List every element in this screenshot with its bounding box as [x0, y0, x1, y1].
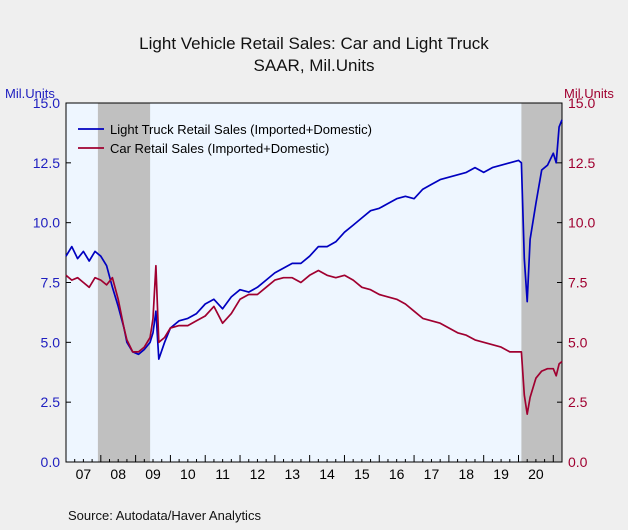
source-note: Source: Autodata/Haver Analytics [68, 508, 261, 523]
left-tick-label: 15.0 [33, 95, 60, 111]
x-tick-label: 13 [284, 466, 300, 482]
right-tick-label: 0.0 [568, 454, 588, 470]
right-axis-label: Mil.Units [564, 86, 614, 101]
x-tick-label: 08 [110, 466, 126, 482]
right-tick-label: 15.0 [568, 95, 595, 111]
left-tick-label: 0.0 [41, 454, 61, 470]
chart-title: Light Vehicle Retail Sales: Car and Ligh… [139, 34, 489, 53]
right-tick-label: 12.5 [568, 155, 595, 171]
x-tick-label: 19 [493, 466, 509, 482]
left-axis-label: Mil.Units [5, 86, 55, 101]
left-tick-label: 10.0 [33, 215, 60, 231]
x-tick-label: 20 [528, 466, 544, 482]
left-tick-label: 7.5 [41, 275, 61, 291]
x-tick-label: 11 [215, 466, 230, 482]
x-tick-label: 12 [250, 466, 266, 482]
recession-band-1 [97, 103, 151, 462]
x-tick-label: 15 [354, 466, 370, 482]
x-tick-label: 17 [424, 466, 440, 482]
legend-label-car: Car Retail Sales (Imported+Domestic) [110, 141, 329, 156]
x-tick-label: 16 [389, 466, 405, 482]
legend-label-truck: Light Truck Retail Sales (Imported+Domes… [110, 122, 372, 137]
left-tick-label: 5.0 [41, 334, 61, 350]
chart-subtitle: SAAR, Mil.Units [253, 56, 375, 75]
right-tick-label: 7.5 [568, 275, 588, 291]
x-tick-label: 14 [319, 466, 335, 482]
x-tick-label: 10 [180, 466, 196, 482]
right-tick-label: 2.5 [568, 394, 588, 410]
x-tick-label: 09 [145, 466, 161, 482]
car-series-line [65, 264, 563, 415]
right-tick-label: 5.0 [568, 334, 588, 350]
left-tick-label: 2.5 [41, 394, 61, 410]
right-tick-label: 10.0 [568, 215, 595, 231]
x-tick-label: 18 [458, 466, 474, 482]
x-tick-label: 07 [76, 466, 92, 482]
left-tick-label: 12.5 [33, 155, 60, 171]
